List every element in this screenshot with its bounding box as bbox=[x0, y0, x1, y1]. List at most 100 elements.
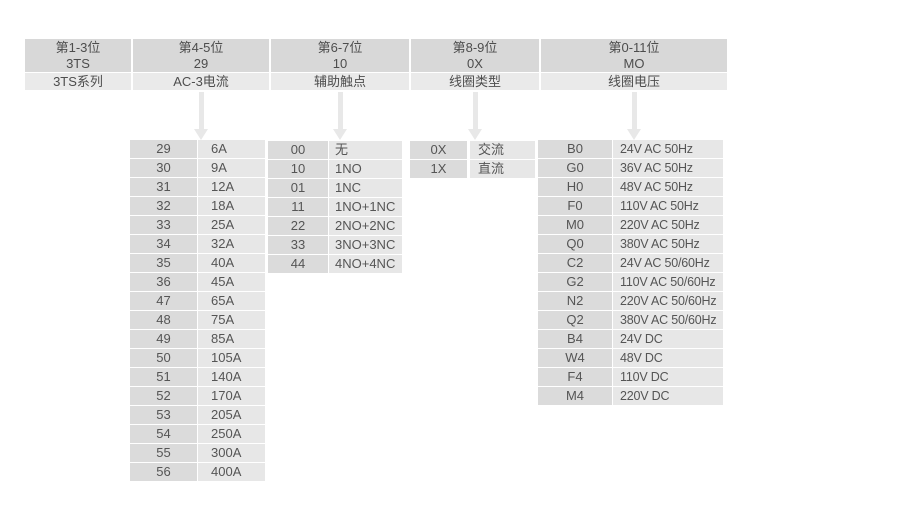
header-col-aux-contacts: 第6-7位 10 辅助触点 bbox=[271, 39, 409, 90]
code-cell: 32 bbox=[130, 197, 197, 215]
value-cell: 110V AC 50/60Hz bbox=[613, 273, 723, 291]
digit-position-label: 第1-3位 bbox=[55, 40, 101, 55]
code-cell: 54 bbox=[130, 425, 197, 443]
value-cell: 9A bbox=[198, 159, 265, 177]
table-row: 00 无 bbox=[268, 141, 402, 159]
code-cell: 53 bbox=[130, 406, 197, 424]
code-cell: G0 bbox=[538, 159, 612, 177]
code-cell: F4 bbox=[538, 368, 612, 386]
coil-type-table: 0X 交流 1X 直流 bbox=[410, 141, 535, 179]
code-cell: 1X bbox=[410, 160, 467, 178]
ac3-current-table: 29 6A 30 9A 31 12A 32 18A 33 25A 34 32A 35 40A 36 45A 47… bbox=[130, 140, 265, 482]
table-row: 54 250A bbox=[130, 425, 265, 443]
table-row: 56 400A bbox=[130, 463, 265, 481]
header-position-and-code: 第1-3位 3TS bbox=[25, 39, 131, 72]
value-cell: 1NC bbox=[329, 179, 402, 197]
code-cell: 30 bbox=[130, 159, 197, 177]
code-cell: Q0 bbox=[538, 235, 612, 253]
down-arrow-icon bbox=[627, 92, 641, 140]
value-cell: 85A bbox=[198, 330, 265, 348]
header-position-and-code: 第4-5位 29 bbox=[133, 39, 269, 72]
header-meaning-label: AC-3电流 bbox=[133, 73, 269, 90]
down-arrow-icon bbox=[194, 92, 208, 140]
table-row: 49 85A bbox=[130, 330, 265, 348]
value-cell: 32A bbox=[198, 235, 265, 253]
value-cell: 220V AC 50Hz bbox=[613, 216, 723, 234]
table-row: 0X 交流 bbox=[410, 141, 535, 159]
code-cell: 34 bbox=[130, 235, 197, 253]
code-cell: F0 bbox=[538, 197, 612, 215]
value-cell: 220V DC bbox=[613, 387, 723, 405]
code-cell: 29 bbox=[130, 140, 197, 158]
value-cell: 65A bbox=[198, 292, 265, 310]
value-cell: 24V DC bbox=[613, 330, 723, 348]
header-col-current: 第4-5位 29 AC-3电流 bbox=[133, 39, 269, 90]
table-row: G2 110V AC 50/60Hz bbox=[538, 273, 723, 291]
code-cell: 31 bbox=[130, 178, 197, 196]
code-sample: 29 bbox=[193, 56, 209, 71]
value-cell: 24V AC 50Hz bbox=[613, 140, 723, 158]
header-position-and-code: 第6-7位 10 bbox=[271, 39, 409, 72]
code-cell: C2 bbox=[538, 254, 612, 272]
table-row: 50 105A bbox=[130, 349, 265, 367]
code-cell: 36 bbox=[130, 273, 197, 291]
table-row: 11 1NO+1NC bbox=[268, 198, 402, 216]
table-row: B0 24V AC 50Hz bbox=[538, 140, 723, 158]
code-cell: 44 bbox=[268, 255, 328, 273]
down-arrow-icon bbox=[333, 92, 347, 140]
table-row: M0 220V AC 50Hz bbox=[538, 216, 723, 234]
code-cell: H0 bbox=[538, 178, 612, 196]
table-row: M4 220V DC bbox=[538, 387, 723, 405]
value-cell: 380V AC 50/60Hz bbox=[613, 311, 723, 329]
code-cell: 00 bbox=[268, 141, 328, 159]
value-cell: 24V AC 50/60Hz bbox=[613, 254, 723, 272]
code-cell: 48 bbox=[130, 311, 197, 329]
value-cell: 170A bbox=[198, 387, 265, 405]
code-sample: 0X bbox=[467, 56, 483, 71]
header-meaning-label: 线圈电压 bbox=[541, 73, 727, 90]
table-row: 52 170A bbox=[130, 387, 265, 405]
code-cell: G2 bbox=[538, 273, 612, 291]
table-row: 01 1NC bbox=[268, 179, 402, 197]
code-cell: 11 bbox=[268, 198, 328, 216]
table-row: B4 24V DC bbox=[538, 330, 723, 348]
header-meaning-label: 3TS系列 bbox=[25, 73, 131, 90]
code-cell: B0 bbox=[538, 140, 612, 158]
code-sample: 3TS bbox=[66, 56, 90, 71]
table-row: Q2 380V AC 50/60Hz bbox=[538, 311, 723, 329]
header-meaning-label: 线圈类型 bbox=[411, 73, 539, 90]
code-cell: 55 bbox=[130, 444, 197, 462]
code-cell: N2 bbox=[538, 292, 612, 310]
down-arrow-icon bbox=[468, 92, 482, 140]
code-sample: MO bbox=[623, 56, 645, 71]
table-row: F4 110V DC bbox=[538, 368, 723, 386]
code-cell: 47 bbox=[130, 292, 197, 310]
value-cell: 6A bbox=[198, 140, 265, 158]
table-row: 33 25A bbox=[130, 216, 265, 234]
table-row: 53 205A bbox=[130, 406, 265, 424]
value-cell: 1NO bbox=[329, 160, 402, 178]
header-position-and-code: 第8-9位 0X bbox=[411, 39, 539, 72]
table-row: 55 300A bbox=[130, 444, 265, 462]
table-row: 22 2NO+2NC bbox=[268, 217, 402, 235]
value-cell: 400A bbox=[198, 463, 265, 481]
value-cell: 250A bbox=[198, 425, 265, 443]
table-row: H0 48V AC 50Hz bbox=[538, 178, 723, 196]
code-cell: M4 bbox=[538, 387, 612, 405]
table-row: 33 3NO+3NC bbox=[268, 236, 402, 254]
digit-position-label: 第0-11位 bbox=[608, 40, 660, 55]
value-cell: 205A bbox=[198, 406, 265, 424]
table-row: Q0 380V AC 50Hz bbox=[538, 235, 723, 253]
table-row: W4 48V DC bbox=[538, 349, 723, 367]
code-cell: Q2 bbox=[538, 311, 612, 329]
value-cell: 1NO+1NC bbox=[329, 198, 402, 216]
code-cell: 33 bbox=[130, 216, 197, 234]
code-cell: 35 bbox=[130, 254, 197, 272]
table-row: 30 9A bbox=[130, 159, 265, 177]
value-cell: 4NO+4NC bbox=[329, 255, 402, 273]
table-row: 36 45A bbox=[130, 273, 265, 291]
value-cell: 48V AC 50Hz bbox=[613, 178, 723, 196]
value-cell: 交流 bbox=[470, 141, 535, 159]
code-cell: 49 bbox=[130, 330, 197, 348]
